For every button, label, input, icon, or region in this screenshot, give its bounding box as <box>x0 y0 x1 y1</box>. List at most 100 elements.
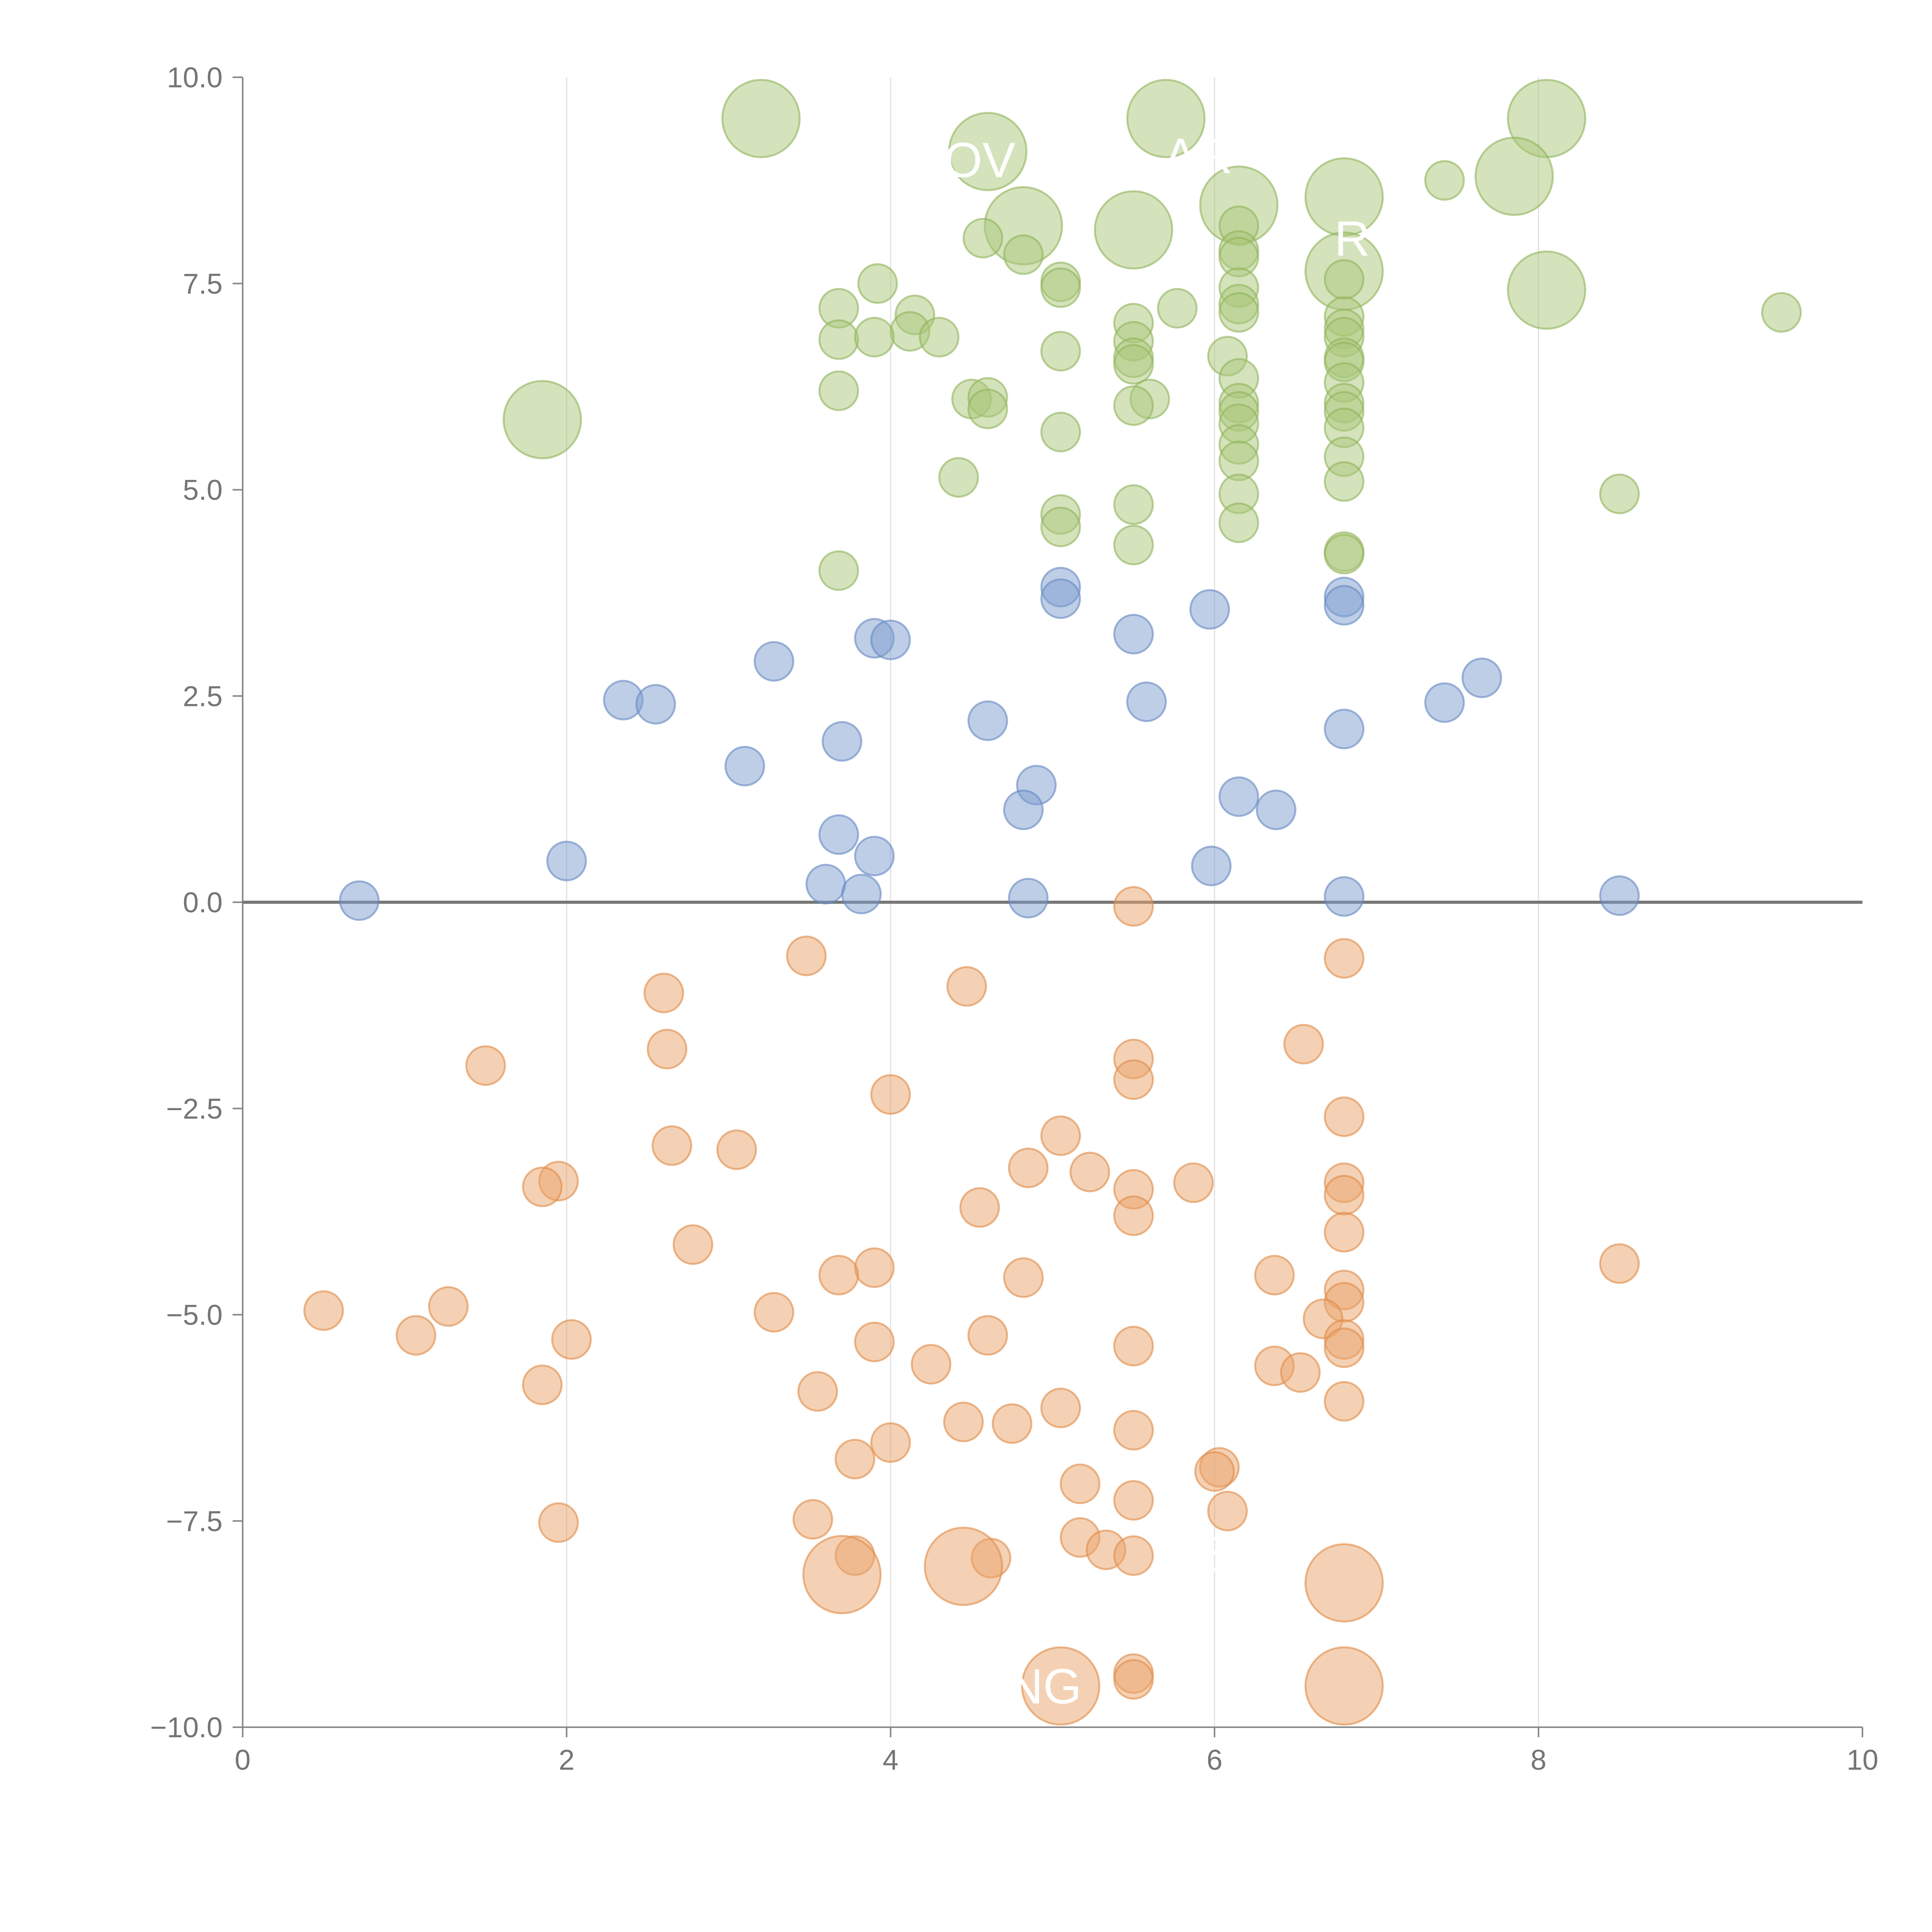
neutral-bubble[interactable] <box>1113 614 1154 655</box>
negative-bubble[interactable] <box>1194 1451 1235 1492</box>
neutral-bubble[interactable] <box>1040 578 1081 619</box>
negative-bubble[interactable] <box>911 1344 952 1385</box>
negative-bubble[interactable] <box>854 1321 895 1362</box>
negative-bubble[interactable] <box>992 1403 1032 1444</box>
negative-bubble[interactable] <box>1324 1381 1365 1422</box>
positive-bubble[interactable] <box>818 319 859 360</box>
neutral-bubble[interactable] <box>841 874 882 915</box>
negative-bubble[interactable] <box>1173 1162 1214 1203</box>
negative-bubble[interactable] <box>1254 1255 1295 1296</box>
negative-bubble[interactable] <box>1113 1195 1154 1236</box>
negative-bubble[interactable] <box>946 966 987 1007</box>
positive-bubble[interactable] <box>967 388 1008 429</box>
negative-bubble[interactable] <box>1040 1115 1081 1156</box>
positive-bubble[interactable] <box>1324 534 1365 575</box>
positive-bubble[interactable] <box>721 79 801 158</box>
negative-bubble[interactable] <box>1304 1646 1384 1726</box>
negative-bubble[interactable] <box>753 1292 794 1333</box>
neutral-bubble[interactable] <box>818 814 859 855</box>
negative-bubble[interactable] <box>1304 1543 1384 1622</box>
positive-bubble[interactable] <box>963 218 1003 259</box>
negative-bubble[interactable] <box>1113 1059 1154 1100</box>
neutral-bubble[interactable] <box>1461 657 1502 698</box>
negative-bubble[interactable] <box>303 1290 344 1331</box>
positive-bubble[interactable] <box>1507 250 1587 330</box>
neutral-bubble[interactable] <box>805 864 846 905</box>
negative-bubble[interactable] <box>1599 1243 1640 1284</box>
negative-bubble[interactable] <box>802 1535 882 1614</box>
positive-bubble[interactable] <box>1475 136 1554 216</box>
negative-bubble[interactable] <box>923 1527 1003 1606</box>
positive-bubble[interactable] <box>857 263 898 304</box>
negative-bubble[interactable] <box>1008 1147 1049 1188</box>
neutral-bubble[interactable] <box>1191 845 1232 886</box>
positive-bubble[interactable] <box>1218 292 1259 333</box>
positive-bubble[interactable] <box>948 112 1027 191</box>
negative-bubble[interactable] <box>818 1255 859 1296</box>
neutral-bubble[interactable] <box>753 641 794 682</box>
positive-bubble[interactable] <box>1113 484 1154 525</box>
negative-bubble[interactable] <box>522 1364 563 1405</box>
positive-bubble[interactable] <box>1218 502 1259 543</box>
negative-bubble[interactable] <box>1324 1175 1365 1216</box>
neutral-bubble[interactable] <box>870 619 911 660</box>
neutral-bubble[interactable] <box>724 746 765 787</box>
positive-bubble[interactable] <box>1599 473 1640 514</box>
negative-bubble[interactable] <box>1113 1480 1154 1521</box>
negative-bubble[interactable] <box>1324 1096 1365 1137</box>
neutral-bubble[interactable] <box>1324 709 1365 750</box>
positive-bubble[interactable] <box>1113 344 1154 385</box>
positive-bubble[interactable] <box>1113 525 1154 566</box>
negative-bubble[interactable] <box>1069 1151 1110 1192</box>
neutral-bubble[interactable] <box>635 684 676 725</box>
negative-bubble[interactable] <box>870 1422 911 1463</box>
positive-bubble[interactable] <box>1040 412 1081 452</box>
negative-bubble[interactable] <box>967 1315 1008 1356</box>
negative-bubble[interactable] <box>1324 1212 1365 1253</box>
neutral-bubble[interactable] <box>1218 776 1259 817</box>
neutral-bubble[interactable] <box>1008 878 1049 918</box>
negative-bubble[interactable] <box>943 1401 984 1442</box>
positive-bubble[interactable] <box>818 550 859 591</box>
negative-bubble[interactable] <box>1324 1327 1365 1368</box>
negative-bubble[interactable] <box>1113 1410 1154 1451</box>
negative-bubble[interactable] <box>1113 1535 1154 1576</box>
negative-bubble[interactable] <box>793 1499 833 1540</box>
negative-bubble[interactable] <box>396 1315 437 1356</box>
neutral-bubble[interactable] <box>1126 681 1167 722</box>
positive-bubble[interactable] <box>1157 288 1198 329</box>
negative-bubble[interactable] <box>1060 1463 1100 1504</box>
negative-bubble[interactable] <box>959 1187 1000 1228</box>
positive-bubble[interactable] <box>1324 461 1365 502</box>
negative-bubble[interactable] <box>538 1502 579 1543</box>
negative-bubble[interactable] <box>551 1319 592 1360</box>
negative-bubble[interactable] <box>716 1129 757 1170</box>
positive-bubble[interactable] <box>1003 234 1044 275</box>
negative-bubble[interactable] <box>1113 1326 1154 1367</box>
negative-bubble[interactable] <box>870 1074 911 1115</box>
negative-bubble[interactable] <box>835 1439 876 1480</box>
neutral-bubble[interactable] <box>1003 789 1044 830</box>
neutral-bubble[interactable] <box>339 880 380 921</box>
negative-bubble[interactable] <box>1040 1388 1081 1429</box>
neutral-bubble[interactable] <box>1424 682 1465 723</box>
negative-bubble[interactable] <box>428 1286 469 1327</box>
positive-bubble[interactable] <box>1040 331 1081 372</box>
positive-bubble[interactable] <box>1126 79 1206 158</box>
negative-bubble[interactable] <box>1324 938 1365 979</box>
positive-bubble[interactable] <box>1424 160 1465 201</box>
positive-bubble[interactable] <box>1761 292 1802 333</box>
positive-bubble[interactable] <box>818 370 859 411</box>
positive-bubble[interactable] <box>938 457 979 498</box>
neutral-bubble[interactable] <box>546 840 587 881</box>
neutral-bubble[interactable] <box>854 835 895 876</box>
positive-bubble[interactable] <box>1113 385 1154 426</box>
negative-bubble[interactable] <box>651 1125 692 1166</box>
negative-bubble[interactable] <box>854 1247 895 1288</box>
neutral-bubble[interactable] <box>821 721 862 762</box>
negative-bubble[interactable] <box>1280 1352 1321 1393</box>
negative-bubble[interactable] <box>465 1045 506 1086</box>
negative-bubble[interactable] <box>1021 1646 1100 1726</box>
negative-bubble[interactable] <box>1003 1257 1044 1298</box>
neutral-bubble[interactable] <box>1189 589 1230 630</box>
